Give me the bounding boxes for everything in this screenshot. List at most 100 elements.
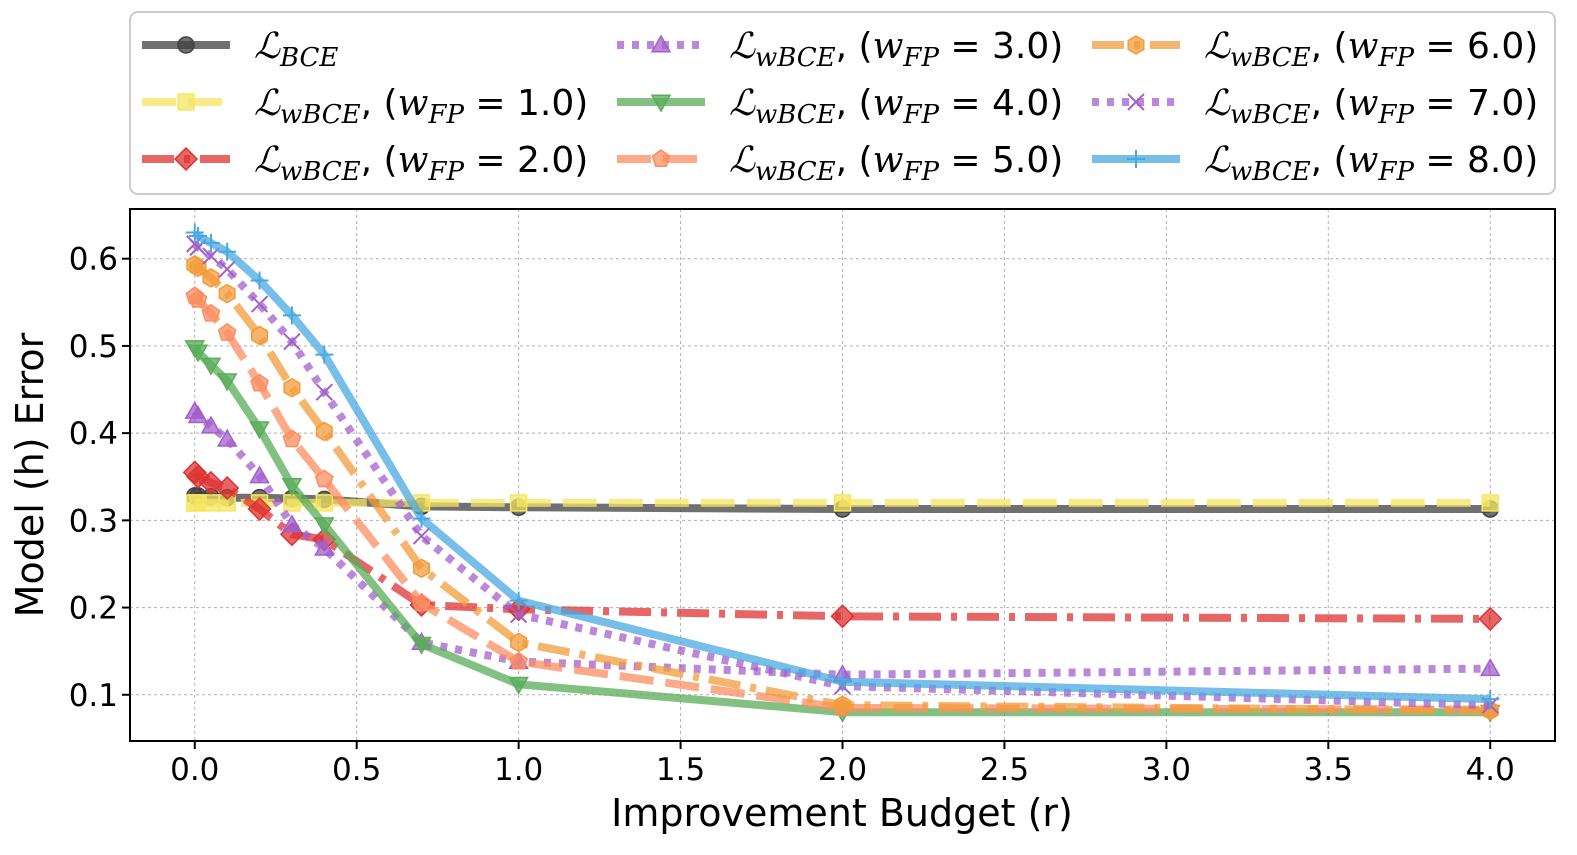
- series-8: [185, 223, 1500, 709]
- legend-label-paren: , (: [1311, 140, 1348, 181]
- legend-label: ℒwBCE, (wFP = 5.0): [729, 140, 1063, 187]
- legend-label-equals: =: [1414, 83, 1467, 124]
- legend-label-param: 1.0: [517, 83, 574, 124]
- data-point: [200, 415, 222, 434]
- legend-marker: [650, 94, 672, 113]
- legend-label-paren: , (: [836, 83, 873, 124]
- data-point: [314, 537, 335, 556]
- legend-label-w: w: [873, 83, 904, 124]
- data-point: [249, 465, 270, 484]
- legend-label-sub: wBCE: [755, 157, 836, 187]
- legend-label-param: 4.0: [992, 83, 1049, 124]
- data-point: [187, 344, 209, 363]
- legend-label-sub: wBCE: [1230, 157, 1311, 187]
- y-tick-label: 0.6: [69, 242, 118, 278]
- marker-stroke: [202, 247, 220, 265]
- legend-item: ℒBCE: [142, 26, 338, 73]
- legend-label-fp: FP: [427, 100, 464, 130]
- data-point: [412, 593, 431, 612]
- data-point: [215, 476, 240, 501]
- legend-label-w: w: [873, 140, 904, 181]
- legend-label-sub: wBCE: [1230, 100, 1311, 130]
- legend-label-close: ): [1524, 83, 1538, 124]
- series-3: [184, 400, 1501, 683]
- legend-label-main: ℒ: [729, 83, 756, 124]
- data-point: [412, 527, 431, 545]
- x-tick-label: 3.0: [1142, 752, 1191, 788]
- legend-label-sub: BCE: [279, 43, 338, 73]
- legend-label-close: ): [1049, 140, 1063, 181]
- marker-stroke: [218, 260, 236, 278]
- y-tick-label: 0.5: [69, 329, 118, 365]
- legend-label: ℒwBCE, (wFP = 8.0): [1204, 140, 1538, 187]
- legend-label-close: ): [1049, 83, 1063, 124]
- legend-label-w: w: [1348, 140, 1379, 181]
- data-point: [1481, 494, 1499, 512]
- data-point: [1478, 606, 1503, 631]
- data-point: [250, 271, 269, 290]
- x-tick-label: 1.5: [656, 752, 705, 788]
- legend-label-sub: wBCE: [1230, 43, 1311, 73]
- legend-label-fp: FP: [427, 157, 464, 187]
- x-tick-label: 3.5: [1304, 752, 1353, 788]
- data-point: [509, 651, 529, 670]
- legend-label: ℒwBCE, (wFP = 1.0): [254, 83, 588, 130]
- data-point: [202, 494, 220, 512]
- data-point: [509, 591, 528, 610]
- legend-label-equals: =: [939, 26, 992, 67]
- legend-label-main: ℒ: [254, 26, 281, 67]
- legend-item: ℒwBCE, (wFP = 1.0): [142, 83, 588, 130]
- data-point: [282, 429, 302, 448]
- legend-marker: [1127, 150, 1145, 168]
- data-point: [412, 509, 431, 528]
- legend-label-paren: , (: [1311, 83, 1348, 124]
- legend-label-equals: =: [939, 140, 992, 181]
- legend-label-sub: wBCE: [755, 100, 836, 130]
- marker-stroke: [283, 332, 301, 351]
- data-point: [251, 325, 269, 346]
- x-tick-label: 2.5: [980, 752, 1029, 788]
- y-tick-label: 0.2: [69, 591, 118, 627]
- data-point: [188, 289, 208, 308]
- data-point: [315, 345, 334, 364]
- y-axis-label: Model (h) Error: [8, 332, 52, 617]
- data-point: [218, 242, 237, 261]
- legend-label: ℒwBCE, (wFP = 4.0): [729, 83, 1063, 130]
- legend-box: [129, 11, 1556, 195]
- data-point: [281, 477, 303, 496]
- series-layer: [182, 223, 1503, 723]
- legend-marker: [177, 93, 195, 111]
- data-point: [412, 558, 431, 579]
- x-tick-label: 1.0: [494, 752, 543, 788]
- data-point: [247, 496, 272, 522]
- legend-item: ℒwBCE, (wFP = 7.0): [1092, 83, 1538, 130]
- marker-stroke: [1127, 93, 1145, 111]
- legend-label: ℒwBCE, (wFP = 2.0): [254, 140, 588, 187]
- legend-label: ℒwBCE, (wFP = 7.0): [1204, 83, 1538, 130]
- data-point: [510, 632, 528, 653]
- data-point: [202, 247, 220, 265]
- data-point: [217, 322, 237, 341]
- marker-stroke: [315, 383, 334, 401]
- legend-label-fp: FP: [902, 157, 939, 187]
- data-point: [1479, 658, 1501, 677]
- legend-label-param: 6.0: [1467, 26, 1524, 67]
- legend-label-sub: wBCE: [280, 157, 361, 187]
- data-point: [250, 295, 269, 313]
- data-point: [216, 373, 238, 392]
- data-point: [187, 405, 209, 424]
- legend-label-main: ℒ: [254, 83, 281, 124]
- data-point: [250, 373, 269, 392]
- legend-label-close: ): [1049, 26, 1063, 67]
- legend-label-param: 7.0: [1467, 83, 1524, 124]
- legend-item: ℒwBCE, (wFP = 6.0): [1092, 26, 1538, 73]
- legend-label-close: ): [1524, 26, 1538, 67]
- legend-item: ℒwBCE, (wFP = 2.0): [142, 140, 588, 187]
- legend-label-param: 5.0: [992, 140, 1049, 181]
- data-point: [218, 260, 236, 278]
- legend-label-param: 2.0: [517, 140, 574, 181]
- data-point: [411, 636, 432, 655]
- legend-label-fp: FP: [902, 43, 939, 73]
- legend-label-paren: , (: [1311, 26, 1348, 67]
